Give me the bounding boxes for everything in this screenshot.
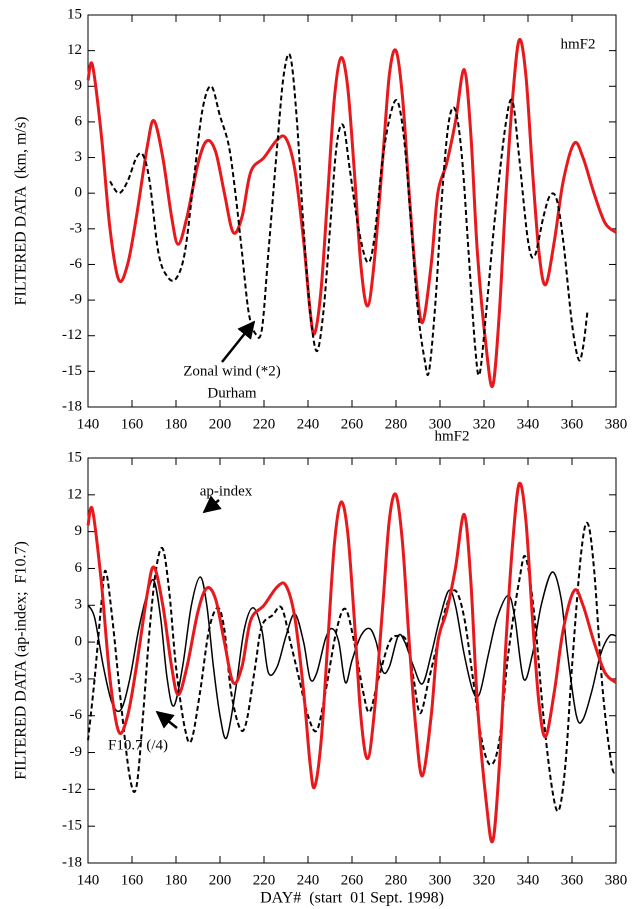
y-tick-label: -18 xyxy=(62,398,82,414)
x-tick-label: 380 xyxy=(605,416,628,432)
x-tick-label: 320 xyxy=(473,416,496,432)
y-tick-label: -9 xyxy=(70,744,83,760)
y-tick-label: -18 xyxy=(62,854,82,870)
x-tick-label: 280 xyxy=(385,872,408,888)
y-tick-label: 12 xyxy=(67,42,82,58)
x-axis-title: DAY# (start 01 Sept. 1998) xyxy=(260,890,444,907)
y-tick-label: 0 xyxy=(75,634,83,650)
arrow xyxy=(202,495,222,514)
x-tick-label: 160 xyxy=(121,872,144,888)
x-tick-label: 260 xyxy=(341,416,364,432)
x-tick-label: 180 xyxy=(165,416,188,432)
y-tick-label: -3 xyxy=(70,220,83,236)
x-tick-label: 300 xyxy=(429,416,452,432)
x-tick-label: 280 xyxy=(385,416,408,432)
y-tick-label: 15 xyxy=(67,6,82,22)
series-label: Zonal wind (*2) xyxy=(183,363,280,379)
x-tick-label: 180 xyxy=(165,872,188,888)
x-tick-label: 240 xyxy=(297,416,320,432)
y-tick-label: -12 xyxy=(62,781,82,797)
annotation: Durham xyxy=(207,385,256,401)
arrow xyxy=(155,710,178,729)
x-tick-label: 200 xyxy=(209,416,232,432)
x-tick-label: 200 xyxy=(209,872,232,888)
x-tick-label: 220 xyxy=(253,872,276,888)
x-tick-label: 320 xyxy=(473,872,496,888)
y-tick-label: 6 xyxy=(75,113,83,129)
x-tick-label: 360 xyxy=(561,872,584,888)
y-tick-label: 3 xyxy=(75,149,83,165)
x-tick-label: 300 xyxy=(429,872,452,888)
x-tick-label: 340 xyxy=(517,872,540,888)
x-tick-label: 140 xyxy=(77,872,100,888)
data-line xyxy=(87,521,617,813)
x-tick-label: 360 xyxy=(561,416,584,432)
arrow xyxy=(221,320,256,363)
x-tick-label: 240 xyxy=(297,872,320,888)
y-tick-label: -15 xyxy=(62,363,82,379)
series-label: F10.7 (/4) xyxy=(108,737,168,753)
y-tick-label: 15 xyxy=(67,449,82,465)
y-tick-label: 6 xyxy=(75,560,83,576)
y-axis-title: FILTERED DATA (km, m/s) xyxy=(13,117,30,306)
data-line xyxy=(86,37,617,389)
y-tick-label: 9 xyxy=(75,523,83,539)
data-line xyxy=(87,571,617,740)
y-tick-label: 3 xyxy=(75,597,83,613)
x-tick-label: 220 xyxy=(253,416,276,432)
y-tick-label: -6 xyxy=(70,707,83,723)
y-tick-label: -6 xyxy=(70,256,83,272)
series-label: hmF2 xyxy=(434,428,469,444)
y-tick-label: -15 xyxy=(62,818,82,834)
y-tick-label: -9 xyxy=(70,292,83,308)
data-line xyxy=(86,481,617,844)
x-tick-label: 140 xyxy=(77,416,100,432)
data-line xyxy=(109,52,589,377)
x-tick-label: 260 xyxy=(341,872,364,888)
x-tick-label: 340 xyxy=(517,416,540,432)
y-tick-label: 9 xyxy=(75,78,83,94)
y-tick-label: -3 xyxy=(70,670,83,686)
y-axis-title: FILTERED DATA (ap-index; F10.7) xyxy=(13,541,30,780)
series-label: ap-index xyxy=(200,483,253,499)
y-tick-label: -12 xyxy=(62,327,82,343)
series-label: hmF2 xyxy=(560,36,595,52)
x-tick-label: 380 xyxy=(605,872,628,888)
x-tick-label: 160 xyxy=(121,416,144,432)
y-tick-label: 0 xyxy=(75,185,83,201)
y-tick-label: 12 xyxy=(67,486,82,502)
